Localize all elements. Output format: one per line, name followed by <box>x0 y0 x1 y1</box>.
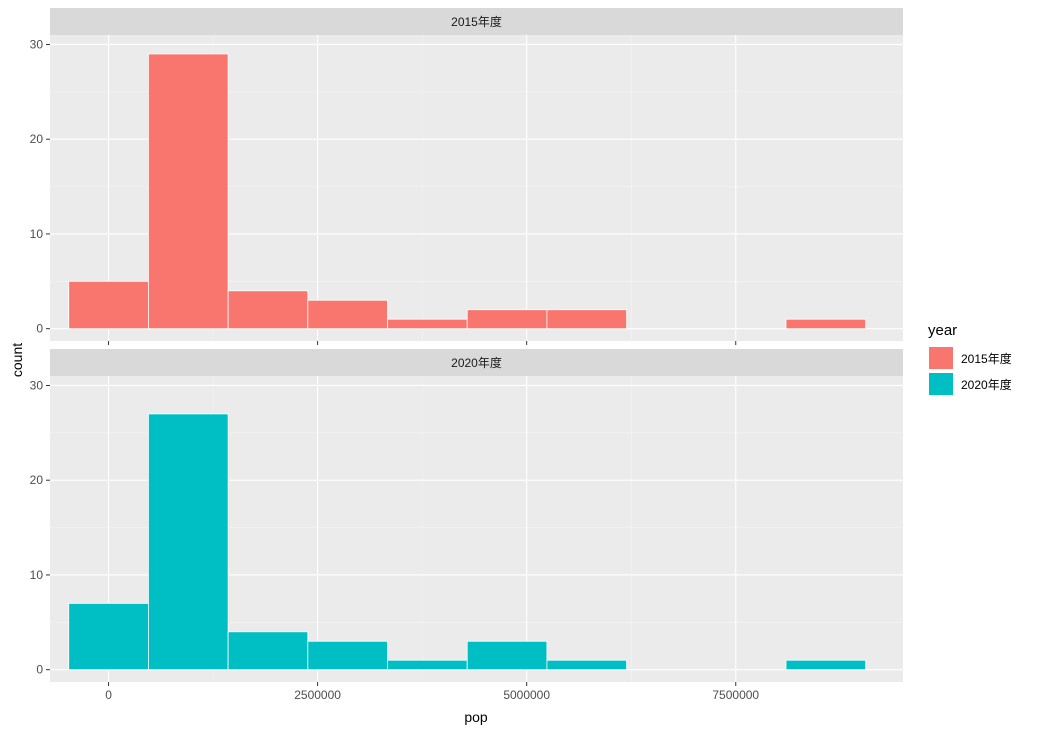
legend-label: 2020年度 <box>961 377 1012 392</box>
histogram-bar <box>785 318 867 330</box>
histogram-bar <box>227 290 309 330</box>
facet-panels: 2015年度 0 10 20 30 2020年度 0 10 20 30 0 2500000 500000… <box>30 8 903 702</box>
legend-title: year <box>928 322 957 339</box>
histogram-bar <box>466 309 548 330</box>
histogram-bar <box>546 309 628 330</box>
histogram-bar <box>387 659 468 671</box>
y-tick-label: 10 <box>30 568 44 582</box>
facet-strip-label: 2020年度 <box>451 355 502 370</box>
y-tick-label: 30 <box>30 37 44 51</box>
x-axis-title: pop <box>464 709 488 725</box>
y-tick-label: 0 <box>36 663 43 677</box>
y-tick-label: 10 <box>30 227 44 241</box>
x-tick-label: 5000000 <box>503 688 550 702</box>
legend-swatch <box>929 373 953 395</box>
legend: year 2015年度 2020年度 <box>928 322 1012 395</box>
facet-strip <box>50 8 903 35</box>
histogram-bar <box>68 602 149 671</box>
x-tick-label: 0 <box>105 688 112 702</box>
x-tick-label: 7500000 <box>712 688 759 702</box>
histogram-bar <box>307 299 388 330</box>
legend-label: 2015年度 <box>961 351 1012 366</box>
histogram-bar <box>466 640 548 671</box>
histogram-bar <box>387 318 468 330</box>
histogram-bar <box>546 659 628 671</box>
histogram-bar <box>148 53 229 330</box>
y-tick-label: 0 <box>36 322 43 336</box>
histogram-bar <box>307 640 388 671</box>
facet-panel-2: 2020年度 0 10 20 30 0 2500000 5000000 7500000 <box>30 349 903 702</box>
facet-strip <box>50 349 903 376</box>
histogram-bar <box>68 280 149 330</box>
histogram-bar <box>227 631 309 671</box>
y-axis-title: count <box>9 343 25 377</box>
legend-swatch <box>929 347 953 369</box>
x-tick-label: 2500000 <box>294 688 341 702</box>
histogram-bar <box>785 659 867 671</box>
histogram-bar <box>148 413 229 671</box>
y-tick-label: 20 <box>30 132 44 146</box>
facet-strip-label: 2015年度 <box>451 14 502 29</box>
y-tick-label: 30 <box>30 378 44 392</box>
y-tick-label: 20 <box>30 473 44 487</box>
facet-panel-1: 2015年度 0 10 20 30 <box>30 8 903 345</box>
